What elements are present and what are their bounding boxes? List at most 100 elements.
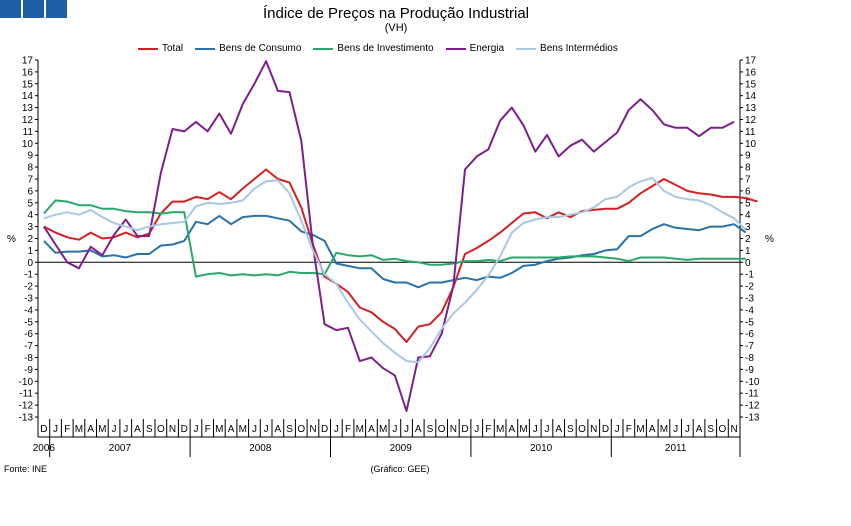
- y-tick-label-left: -1: [24, 270, 33, 281]
- y-tick-label-right: 0: [745, 258, 751, 269]
- x-tick-label-month: S: [286, 424, 293, 435]
- legend-item-bens-de-consumo: Bens de Consumo: [195, 43, 301, 54]
- legend-label: Total: [162, 43, 184, 54]
- x-tick-label-month: J: [544, 424, 549, 435]
- x-tick-label-month: J: [533, 424, 538, 435]
- x-tick-label-month: M: [519, 424, 527, 435]
- x-tick-label-year: 2011: [665, 443, 687, 454]
- x-tick-label-month: M: [636, 424, 644, 435]
- x-tick-label-month: J: [264, 424, 269, 435]
- x-tick-label-month: J: [615, 424, 620, 435]
- legend-swatch: [313, 47, 334, 50]
- logo-square: [0, 0, 21, 18]
- y-tick-label-left: 13: [22, 103, 34, 114]
- x-tick-label-month: M: [379, 424, 387, 435]
- x-tick-label-month: J: [392, 424, 397, 435]
- x-tick-label-month: J: [123, 424, 128, 435]
- legend-label: Energia: [469, 43, 505, 54]
- x-tick-label-month: M: [215, 424, 223, 435]
- y-tick-label-right: -3: [745, 294, 754, 305]
- y-tick-label-right: 16: [745, 67, 757, 78]
- y-tick-label-right: -8: [745, 353, 754, 364]
- chart-title: Índice de Preços na Produção Industrial: [263, 5, 529, 22]
- x-tick-label-month: F: [485, 424, 491, 435]
- y-tick-label-right: 6: [745, 186, 751, 197]
- x-tick-label-month: J: [53, 424, 58, 435]
- x-tick-label-year: 2008: [249, 443, 272, 454]
- y-tick-label-left: 9: [27, 151, 33, 162]
- y-tick-label-left: 6: [27, 186, 33, 197]
- x-tick-label-month: M: [98, 424, 106, 435]
- x-tick-label-month: M: [239, 424, 247, 435]
- y-tick-label-right: -2: [745, 282, 754, 293]
- x-tick-label-month: A: [87, 424, 94, 435]
- y-tick-label-right: -12: [745, 401, 760, 412]
- legend-item-bens-intermedios: Bens Intermédios: [516, 43, 618, 54]
- y-tick-label-left: -12: [19, 401, 34, 412]
- y-tick-label-left: 2: [27, 234, 33, 245]
- y-axis-label-left: %: [7, 234, 16, 245]
- x-tick-label-month: D: [40, 424, 47, 435]
- y-tick-label-left: -7: [24, 341, 33, 352]
- chart-legend: Total Bens de Consumo Bens de Investimen…: [138, 43, 630, 54]
- y-tick-label-left: 0: [27, 258, 33, 269]
- x-tick-label-month: M: [660, 424, 668, 435]
- y-tick-label-right: 15: [745, 79, 757, 90]
- x-tick-label-month: A: [509, 424, 516, 435]
- x-tick-label-month: N: [731, 424, 738, 435]
- y-tick-label-right: 8: [745, 163, 751, 174]
- legend-swatch: [138, 47, 158, 50]
- y-tick-label-left: 12: [22, 115, 34, 126]
- x-tick-label-month: F: [626, 424, 632, 435]
- x-tick-label-month: F: [64, 424, 70, 435]
- x-tick-label-month: F: [205, 424, 211, 435]
- series-line-bens-de-consumo: [43, 214, 747, 289]
- legend-item-energia: Energia: [445, 43, 505, 54]
- x-tick-label-month: A: [228, 424, 235, 435]
- x-tick-label-month: M: [75, 424, 83, 435]
- y-tick-label-left: 11: [23, 127, 34, 138]
- y-tick-label-left: 15: [22, 79, 34, 90]
- x-tick-label-month: A: [415, 424, 422, 435]
- legend-label: Bens de Consumo: [219, 43, 302, 54]
- x-tick-label-month: D: [321, 424, 328, 435]
- chart-subtitle: (VH): [384, 22, 408, 34]
- y-tick-label-right: 9: [745, 151, 751, 162]
- y-tick-label-right: 4: [745, 210, 751, 221]
- y-tick-label-left: -2: [24, 282, 33, 293]
- x-tick-label-month: O: [297, 424, 305, 435]
- y-tick-label-left: -8: [24, 353, 33, 364]
- x-tick-label-month: S: [567, 424, 574, 435]
- x-tick-label-month: N: [450, 424, 457, 435]
- legend-label: Bens Intermédios: [540, 43, 618, 54]
- x-tick-label-month: A: [134, 424, 141, 435]
- y-tick-label-left: -11: [19, 389, 33, 400]
- y-tick-label-left: 4: [27, 210, 33, 221]
- x-tick-label-month: A: [275, 424, 282, 435]
- y-tick-label-right: -9: [745, 365, 754, 376]
- x-tick-label-year: 2006: [33, 443, 56, 454]
- y-tick-label-left: 1: [27, 246, 33, 257]
- series-line-total: [43, 168, 758, 343]
- x-tick-label-month: N: [169, 424, 176, 435]
- x-tick-label-month: J: [673, 424, 678, 435]
- x-tick-label-month: J: [474, 424, 479, 435]
- y-tick-label-left: 8: [27, 163, 33, 174]
- series-line-energia: [43, 60, 735, 412]
- y-tick-label-right: 14: [745, 91, 757, 102]
- y-tick-label-right: 11: [745, 127, 756, 138]
- y-tick-label-left: -3: [24, 294, 33, 305]
- y-tick-label-left: -5: [24, 317, 33, 328]
- chart-credit: (Gráfico: GEE): [370, 464, 430, 474]
- source-note: Fonte: INE: [4, 464, 48, 474]
- y-tick-label-right: -11: [745, 389, 759, 400]
- y-tick-label-right: 5: [745, 198, 751, 209]
- y-tick-label-left: -10: [19, 377, 34, 388]
- y-tick-label-left: 5: [27, 198, 33, 209]
- x-tick-label-month: J: [685, 424, 690, 435]
- logo-square: [23, 0, 44, 18]
- legend-item-total: Total: [138, 43, 183, 54]
- y-tick-label-right: -1: [745, 270, 754, 281]
- y-tick-label-right: 3: [745, 222, 751, 233]
